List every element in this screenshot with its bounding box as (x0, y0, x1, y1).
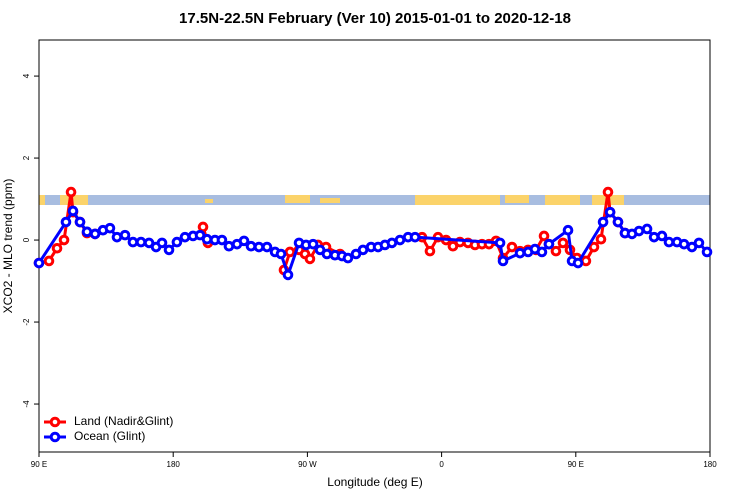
data-point (641, 223, 653, 235)
data-point (74, 216, 86, 228)
data-point (282, 269, 294, 281)
data-point (43, 255, 55, 267)
chart-title: 17.5N-22.5N February (Ver 10) 2015-01-01… (179, 10, 571, 27)
data-point (201, 233, 213, 245)
data-point (253, 241, 265, 253)
data-point (497, 255, 509, 267)
data-point (156, 237, 168, 249)
data-point (111, 231, 123, 243)
legend (42, 414, 192, 446)
legend-marker (49, 416, 61, 428)
x-tick-label: 90 W (298, 460, 317, 469)
data-point (307, 238, 319, 250)
data-point (163, 244, 175, 256)
data-point (104, 222, 116, 234)
plot-frame (38, 39, 711, 453)
x-tick-label: 180 (703, 460, 717, 469)
data-point (536, 246, 548, 258)
data-point (67, 205, 79, 217)
data-point (494, 237, 506, 249)
y-axis-label: XCO2 - MLO trend (ppm) (1, 179, 15, 314)
data-point (216, 234, 228, 246)
data-point (284, 246, 296, 258)
data-point (604, 206, 616, 218)
x-tick-label: 90 E (568, 460, 584, 469)
data-point (693, 237, 705, 249)
data-point (65, 186, 77, 198)
data-point (648, 231, 660, 243)
data-point (424, 245, 436, 257)
data-point (506, 241, 518, 253)
legend-label: Ocean (Glint) (74, 429, 145, 443)
data-point (514, 247, 526, 259)
data-point (304, 253, 316, 265)
data-point (135, 236, 147, 248)
data-point (58, 234, 70, 246)
data-point (223, 240, 235, 252)
data-point (409, 231, 421, 243)
y-tick-label: 2 (22, 155, 31, 160)
y-tick-label: -2 (22, 318, 31, 326)
y-tick-label: 4 (22, 73, 31, 78)
x-tick-label: 0 (439, 460, 444, 469)
y-tick-label: -4 (22, 400, 31, 408)
data-point (656, 230, 668, 242)
data-point (701, 246, 713, 258)
data-point (543, 238, 555, 250)
data-point (275, 248, 287, 260)
data-point (357, 244, 369, 256)
x-tick-label: 90 E (31, 460, 47, 469)
legend-label: Land (Nadir&Glint) (74, 414, 173, 428)
y-tick-label: 0 (22, 237, 31, 242)
data-point (197, 221, 209, 233)
data-point (51, 242, 63, 254)
data-point (663, 236, 675, 248)
x-axis-label: Longitude (deg E) (327, 475, 422, 489)
data-point (321, 248, 333, 260)
data-point (342, 252, 354, 264)
data-point (238, 235, 250, 247)
data-point (245, 240, 257, 252)
data-point (171, 236, 183, 248)
legend-marker (49, 431, 61, 443)
data-point (633, 225, 645, 237)
data-point (538, 230, 550, 242)
data-point (261, 241, 273, 253)
data-point (597, 216, 609, 228)
data-point (562, 224, 574, 236)
data-point (602, 186, 614, 198)
data-point (386, 237, 398, 249)
data-point (557, 237, 569, 249)
data-point (394, 234, 406, 246)
data-point (89, 228, 101, 240)
x-tick-label: 180 (167, 460, 181, 469)
data-point (550, 245, 562, 257)
data-point (572, 257, 584, 269)
data-point (33, 257, 45, 269)
data-point (60, 216, 72, 228)
data-point (179, 231, 191, 243)
data-point (127, 236, 139, 248)
data-point (595, 233, 607, 245)
data-point (119, 229, 131, 241)
data-point (588, 241, 600, 253)
data-point (81, 226, 93, 238)
data-point (612, 216, 624, 228)
